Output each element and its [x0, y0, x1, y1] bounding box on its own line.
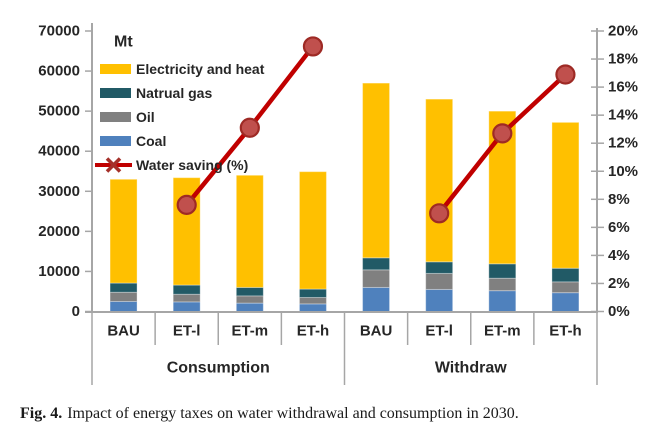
- bar-segment-coal-6: [488, 290, 517, 313]
- bar-segment-coal-1: [172, 301, 201, 312]
- bar-segment-natrual-gas-6: [488, 263, 517, 279]
- water-saving-marker: [429, 203, 450, 224]
- water-saving-marker: [176, 194, 197, 216]
- left-axis-tick-label: 60000: [38, 63, 80, 80]
- bar-segment-oil-2: [235, 295, 264, 304]
- group-label-withdraw: Withdraw: [435, 360, 507, 377]
- right-axis-tick-label: 14%: [608, 107, 638, 124]
- legend-label-electricity-and-heat: Electricity and heat: [136, 61, 265, 77]
- bar-segment-electricity-and-heat-5: [425, 98, 454, 263]
- group-label-consumption: Consumption: [167, 360, 270, 377]
- bar-segment-oil-5: [425, 272, 454, 290]
- bar-segment-coal-0: [109, 300, 138, 313]
- left-axis-tick-label: 0: [72, 303, 80, 320]
- left-axis-tick-label: 70000: [38, 23, 80, 40]
- bar-segment-electricity-and-heat-4: [362, 82, 391, 259]
- bar-segment-electricity-and-heat-0: [109, 178, 138, 284]
- water-saving-marker: [555, 64, 576, 85]
- category-label-6: ET-m: [484, 323, 521, 340]
- bar-segment-electricity-and-heat-2: [235, 174, 264, 288]
- bar-segment-oil-6: [488, 277, 517, 292]
- left-axis-tick-label: 50000: [38, 103, 80, 120]
- right-axis-tick-label: 20%: [608, 23, 638, 40]
- energy-tax-water-chart: 0 10000 20000 30000 40000 50000 60000 70000 0% 2%…: [38, 23, 638, 385]
- category-label-5: ET-l: [425, 323, 453, 340]
- legend-swatch-oil: [100, 112, 131, 122]
- bar-segment-oil-1: [172, 293, 201, 303]
- left-axis-tick-label: 10000: [38, 263, 80, 280]
- bar-segment-oil-4: [362, 269, 391, 288]
- bar-segment-oil-3: [298, 296, 327, 305]
- water-saving-marker: [302, 36, 324, 57]
- legend-label-coal: Coal: [136, 133, 166, 149]
- bar-segment-natrual-gas-3: [298, 288, 327, 298]
- bar-segment-coal-3: [298, 303, 327, 312]
- bar-segment-natrual-gas-5: [425, 261, 454, 274]
- category-label-7: ET-h: [549, 323, 582, 340]
- legend-swatch-natrual-gas: [100, 88, 131, 98]
- right-axis-tick-label: 16%: [608, 79, 638, 96]
- left-axis-tick-label: 20000: [38, 223, 80, 240]
- figure-caption: Fig. 4. Impact of energy taxes on water w…: [20, 402, 660, 426]
- legend-title-mt: Mt: [114, 34, 133, 51]
- bar-segment-natrual-gas-7: [551, 267, 580, 283]
- category-label-0: BAU: [107, 323, 140, 340]
- caption-text: Impact of energy taxes on water withdraw…: [67, 405, 519, 422]
- legend-x-marker-icon: [105, 157, 122, 173]
- category-label-4: BAU: [360, 323, 393, 340]
- legend-label-oil: Oil: [136, 109, 155, 125]
- legend-label-natrual-gas: Natrual gas: [136, 85, 212, 101]
- caption-label: Fig. 4.: [20, 405, 63, 422]
- category-label-3: ET-h: [297, 323, 330, 340]
- right-axis-tick-label: 12%: [608, 135, 638, 152]
- bar-segment-natrual-gas-2: [235, 286, 264, 297]
- left-axis-tick-label: 30000: [38, 183, 80, 200]
- right-axis-tick-label: 18%: [608, 51, 638, 68]
- bar-segment-coal-5: [425, 288, 454, 313]
- right-axis-tick-label: 8%: [608, 191, 630, 208]
- right-axis-tick-label: 6%: [608, 219, 630, 236]
- legend-label-water-saving-: Water saving (%): [136, 157, 248, 173]
- left-axis-tick-label: 40000: [38, 143, 80, 160]
- bar-segment-natrual-gas-0: [109, 282, 138, 293]
- bar-segment-electricity-and-heat-3: [298, 171, 327, 290]
- legend-swatch-coal: [100, 136, 131, 146]
- bar-segment-coal-4: [362, 286, 391, 313]
- water-saving-marker: [239, 117, 260, 138]
- category-label-1: ET-l: [173, 323, 201, 340]
- bar-segment-electricity-and-heat-7: [551, 121, 580, 269]
- bar-segment-coal-2: [235, 302, 264, 312]
- bar-segment-natrual-gas-4: [362, 257, 391, 271]
- right-axis-tick-label: 0%: [608, 303, 630, 320]
- right-axis-tick-label: 2%: [608, 275, 630, 292]
- right-axis-tick-label: 10%: [608, 163, 638, 180]
- legend-swatch-electricity-and-heat: [100, 64, 131, 74]
- bar-segment-oil-7: [551, 281, 580, 294]
- bar-segment-oil-0: [109, 291, 138, 302]
- right-axis-tick-label: 4%: [608, 247, 630, 264]
- water-saving-marker: [492, 123, 513, 144]
- bar-segment-natrual-gas-1: [172, 284, 201, 295]
- bar-segment-coal-7: [551, 292, 580, 313]
- category-label-2: ET-m: [231, 323, 268, 340]
